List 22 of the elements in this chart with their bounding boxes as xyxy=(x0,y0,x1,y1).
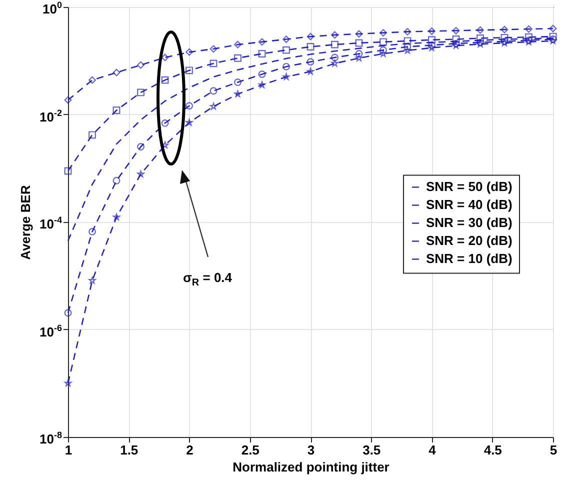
x-tick-label: 1 xyxy=(64,442,72,458)
y-tick-label: 10$^{-6}$ xyxy=(38,322,62,339)
legend-label: SNR = 30 (dB) xyxy=(426,215,512,230)
legend-label: SNR = 10 (dB) xyxy=(426,251,512,266)
y-tick-label: 10$^{-8}$ xyxy=(38,429,62,446)
y-tick-label: 10$^{-4}$ xyxy=(40,215,62,232)
x-tick-label: 3 xyxy=(307,442,315,458)
legend-label: SNR = 40 (dB) xyxy=(426,197,512,212)
y-axis-title: Averge BER xyxy=(18,184,33,260)
x-tick-label: 2 xyxy=(186,442,194,458)
x-tick-label: 1.5 xyxy=(120,442,138,458)
x-axis-title: Normalized pointing jitter xyxy=(232,460,390,474)
x-tick-label: 4 xyxy=(428,442,437,458)
x-tick-label: 3.5 xyxy=(362,442,381,458)
annotation: σ$_{R}$ = 0.4 xyxy=(183,270,232,289)
y-tick-label: 10$^{0}$ xyxy=(42,0,62,16)
x-tick-label: 2.5 xyxy=(241,442,260,458)
x-tick-label: 5 xyxy=(550,442,558,458)
legend-label: SNR = 20 (dB) xyxy=(426,233,512,248)
x-tick-label: 4.5 xyxy=(484,442,502,458)
legend-label: SNR = 50 (dB) xyxy=(426,179,512,194)
y-tick-label: 10$^{-2}$ xyxy=(38,106,62,124)
